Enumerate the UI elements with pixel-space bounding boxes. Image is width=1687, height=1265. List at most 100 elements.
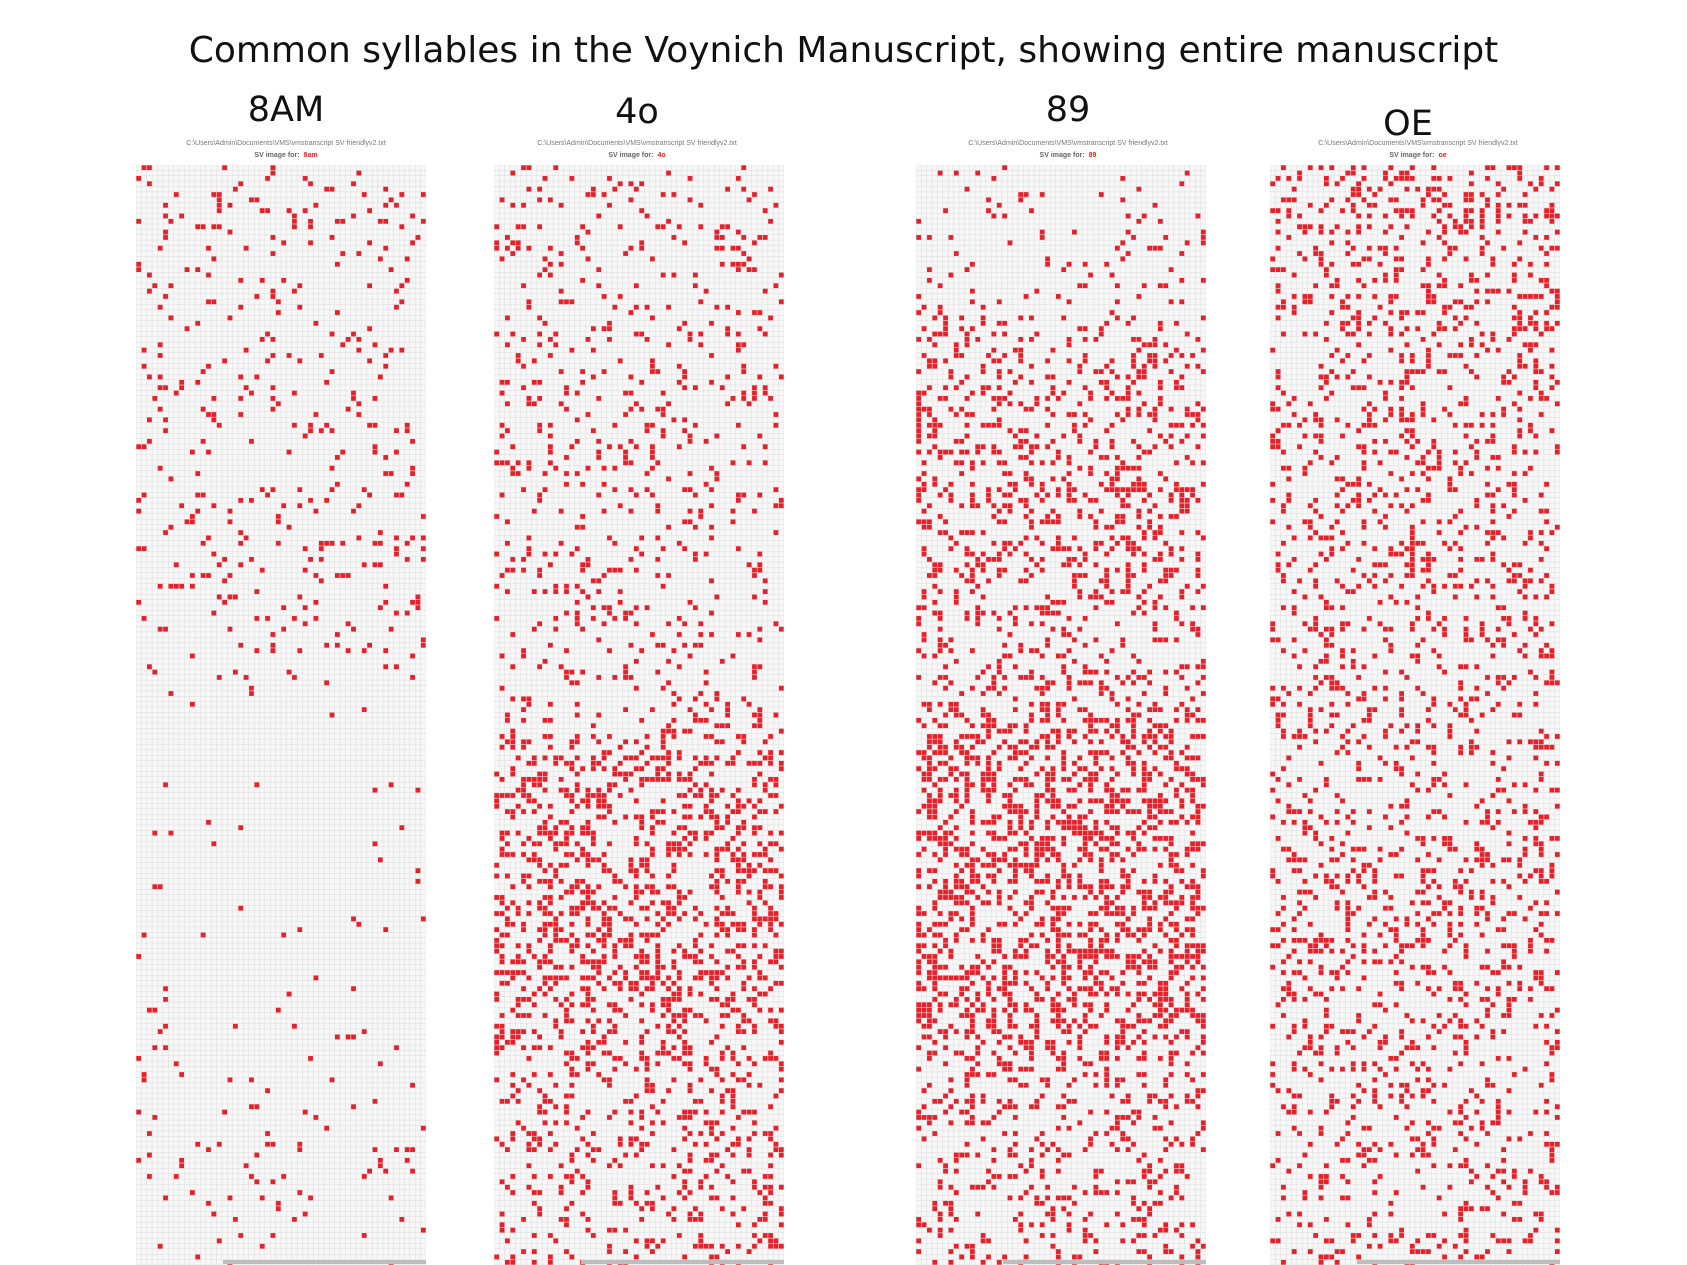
panel-label-4o: 4o <box>615 92 659 132</box>
occurrence-cell <box>1023 514 1029 519</box>
occurrence-cell <box>943 1168 948 1174</box>
occurrence-cell <box>948 449 954 455</box>
occurrence-cell <box>975 878 981 884</box>
occurrence-cell <box>725 712 730 718</box>
occurrence-cell <box>1125 320 1131 326</box>
occurrence-cell <box>1077 283 1083 289</box>
occurrence-cell <box>1023 750 1029 755</box>
occurrence-cell <box>991 406 997 412</box>
occurrence-cell <box>996 664 1002 670</box>
occurrence-cell <box>970 481 975 487</box>
occurrence-cell <box>1168 444 1174 450</box>
occurrence-cell <box>1184 707 1190 713</box>
occurrence-cell <box>521 878 526 884</box>
occurrence-cell <box>1088 449 1093 455</box>
occurrence-cell <box>168 583 174 589</box>
occurrence-cell <box>249 197 254 203</box>
occurrence-cell <box>254 782 260 788</box>
occurrence-cell <box>1168 739 1174 745</box>
occurrence-cell <box>1034 444 1040 450</box>
occurrence-cell <box>671 980 677 986</box>
occurrence-cell <box>719 385 725 391</box>
occurrence-cell <box>553 1023 559 1029</box>
occurrence-cell <box>1034 396 1040 401</box>
occurrence-cell <box>703 701 709 707</box>
occurrence-cell <box>628 245 634 251</box>
occurrence-cell <box>1055 884 1061 890</box>
occurrence-cell <box>499 379 505 385</box>
occurrence-cell <box>778 873 784 879</box>
occurrence-cell <box>1200 1050 1206 1056</box>
occurrence-cell <box>1184 487 1190 493</box>
occurrence-cell <box>932 428 938 433</box>
occurrence-cell <box>601 605 607 611</box>
occurrence-cell <box>1125 406 1131 412</box>
occurrence-cell <box>1055 396 1061 401</box>
occurrence-cell <box>975 739 981 745</box>
occurrence-cell <box>698 970 704 975</box>
occurrence-cell <box>157 884 163 890</box>
occurrence-cell <box>698 1243 704 1249</box>
occurrence-cell <box>921 723 927 729</box>
occurrence-cell <box>1184 583 1190 589</box>
occurrence-cell <box>730 911 736 916</box>
occurrence-cell <box>628 1098 634 1104</box>
occurrence-cell <box>1104 1131 1110 1136</box>
occurrence-cell <box>1093 637 1099 643</box>
occurrence-cell <box>644 304 650 310</box>
occurrence-cell <box>970 578 975 584</box>
occurrence-cell <box>986 862 991 868</box>
occurrence-cell <box>948 680 954 686</box>
occurrence-cell <box>714 433 720 439</box>
occurrence-cell <box>1179 530 1185 535</box>
occurrence-cell <box>580 959 585 965</box>
occurrence-cell <box>1039 235 1045 240</box>
occurrence-cell <box>660 428 666 433</box>
occurrence-cell <box>1034 1098 1040 1104</box>
occurrence-cell <box>612 980 618 986</box>
occurrence-cell <box>768 921 773 927</box>
occurrence-cell <box>1131 573 1136 578</box>
occurrence-cell <box>1120 460 1126 466</box>
occurrence-cell <box>1077 954 1083 959</box>
occurrence-cell <box>505 905 510 911</box>
occurrence-cell <box>499 1227 505 1233</box>
occurrence-cell <box>1157 723 1163 729</box>
occurrence-cell <box>1045 782 1050 788</box>
occurrence-cell <box>564 1061 569 1067</box>
occurrence-cell <box>1088 471 1093 476</box>
occurrence-cell <box>548 1174 553 1179</box>
occurrence-cell <box>1039 701 1045 707</box>
occurrence-cell <box>996 691 1002 696</box>
occurrence-cell <box>943 1109 948 1115</box>
occurrence-cell <box>564 975 569 981</box>
occurrence-cell <box>975 557 981 562</box>
occurrence-cell <box>996 1061 1002 1067</box>
occurrence-cell <box>1012 664 1018 670</box>
occurrence-cell <box>404 481 410 487</box>
occurrence-cell <box>574 712 580 718</box>
occurrence-cell <box>1174 347 1179 353</box>
occurrence-cell <box>394 610 399 616</box>
occurrence-cell <box>510 970 516 975</box>
occurrence-cell <box>1002 1061 1007 1067</box>
occurrence-cell <box>1200 997 1206 1002</box>
occurrence-cell <box>574 878 580 884</box>
occurrence-cell <box>671 1217 677 1222</box>
occurrence-cell <box>1066 261 1072 267</box>
occurrence-cell <box>394 664 399 670</box>
occurrence-cell <box>1061 1018 1067 1024</box>
occurrence-cell <box>1115 1039 1120 1045</box>
occurrence-cell <box>542 787 548 793</box>
occurrence-cell <box>1002 1104 1007 1110</box>
occurrence-cell <box>1023 954 1029 959</box>
occurrence-cell <box>526 911 532 916</box>
occurrence-cell <box>735 497 741 503</box>
occurrence-cell <box>921 911 927 916</box>
occurrence-cell <box>916 717 922 723</box>
occurrence-cell <box>494 1039 500 1045</box>
occurrence-cell <box>1195 363 1201 369</box>
occurrence-cell <box>1093 980 1099 986</box>
occurrence-cell <box>1066 1152 1072 1158</box>
occurrence-cell <box>1131 954 1136 959</box>
